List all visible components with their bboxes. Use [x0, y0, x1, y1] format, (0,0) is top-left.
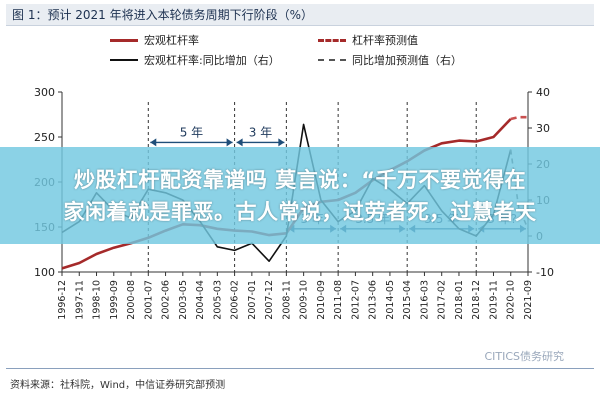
- left-tick-label: 250: [34, 131, 55, 144]
- source-note: 资料来源：社科院，Wind，中信证券研究部预测: [10, 380, 226, 391]
- x-tick-label: 2012-07: [350, 280, 361, 320]
- legend-swatch-dashed-black: [318, 59, 346, 61]
- right-tick-label: 30: [536, 122, 550, 135]
- arrowhead-left: [236, 138, 243, 147]
- x-tick-label: 2018-12: [471, 280, 482, 320]
- series-line-2: [510, 115, 528, 121]
- x-tick-label: 2010-09: [316, 280, 327, 320]
- left-tick-label: 300: [34, 86, 55, 99]
- x-tick-label: 2017-02: [437, 280, 448, 320]
- legend-swatch-dashed-red: [318, 38, 346, 42]
- legend-item-yoy: 宏观杠杆率:同比增加（右）: [110, 52, 280, 68]
- legend-label: 杠杆率预测值: [352, 34, 418, 47]
- arrowhead-left: [150, 138, 157, 147]
- x-tick-label: 2019-11: [488, 280, 499, 320]
- legend-item-yoy-forecast: 同比增加预测值（右）: [318, 52, 462, 68]
- legend-label: 宏观杠杆率:同比增加（右）: [144, 54, 280, 67]
- x-tick-label: 2009-10: [299, 280, 310, 320]
- chart-legend: 宏观杠杆率 杠杆率预测值 宏观杠杆率:同比增加（右） 同比增加预测值（右）: [110, 30, 590, 72]
- x-tick-label: 2007-01: [247, 280, 258, 320]
- x-tick-label: 2020-10: [506, 280, 517, 320]
- watermark: CITICS债务研究: [484, 350, 564, 363]
- legend-item-leverage: 宏观杠杆率: [110, 32, 199, 48]
- x-tick-label: 1998-10: [92, 280, 103, 320]
- x-tick-label: 2021-09: [523, 280, 534, 320]
- legend-swatch-solid-black: [110, 59, 138, 61]
- x-tick-label: 2004-04: [195, 280, 206, 320]
- x-tick-label: 2016-03: [419, 280, 430, 320]
- overlay-banner: 炒股杠杆配资靠谱吗 莫言说：“千万不要觉得在 家闲着就是罪恶。古人常说，过劳者死…: [0, 147, 600, 244]
- legend-label: 宏观杠杆率: [144, 34, 199, 47]
- x-tick-label: 2001-07: [143, 280, 154, 320]
- left-tick-label: 100: [34, 266, 55, 279]
- x-tick-label: 2008-11: [281, 280, 292, 320]
- arrowhead-right: [278, 138, 285, 147]
- cycle-span-label: 5 年: [180, 125, 203, 139]
- x-tick-label: 2005-03: [212, 280, 223, 320]
- x-tick-label: 2002-06: [161, 280, 172, 320]
- x-tick-label: 2007-12: [264, 280, 275, 320]
- x-tick-label: 2013-06: [368, 280, 379, 320]
- x-tick-label: 2018-01: [454, 280, 465, 320]
- footer-divider: [6, 368, 594, 369]
- legend-label: 同比增加预测值（右）: [352, 54, 462, 67]
- x-tick-label: 2014-05: [385, 280, 396, 320]
- x-tick-label: 2003-05: [178, 280, 189, 320]
- x-tick-label: 2015-04: [402, 280, 413, 320]
- x-tick-label: 2000-08: [126, 280, 137, 320]
- x-tick-label: 1997-11: [74, 280, 85, 320]
- legend-swatch-solid-red: [110, 38, 138, 42]
- x-tick-label: 1999-09: [109, 280, 120, 320]
- legend-item-leverage-forecast: 杠杆率预测值: [318, 32, 418, 48]
- figure-title: 图 1：预计 2021 年将进入本轮债务周期下行阶段（%）: [6, 4, 594, 26]
- x-tick-label: 2011-08: [333, 280, 344, 320]
- cycle-span-label: 3 年: [249, 125, 272, 139]
- arrowhead-right: [226, 138, 233, 147]
- x-tick-label: 1996-12: [57, 280, 68, 320]
- banner-line-2: 家闲着就是罪恶。古人常说，过劳者死，过慧者天: [63, 199, 537, 224]
- banner-line-1: 炒股杠杆配资靠谱吗 莫言说：“千万不要觉得在: [73, 167, 527, 192]
- x-tick-label: 2006-02: [230, 280, 241, 320]
- right-tick-label: 40: [536, 86, 550, 99]
- right-tick-label: -10: [536, 266, 554, 279]
